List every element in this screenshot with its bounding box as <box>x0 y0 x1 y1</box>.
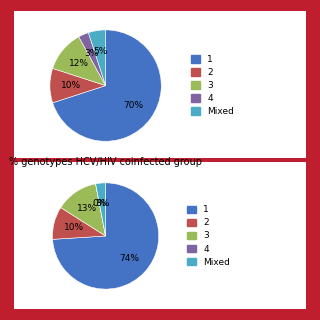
Legend: 1, 2, 3, 4, Mixed: 1, 2, 3, 4, Mixed <box>187 205 230 267</box>
Wedge shape <box>53 30 161 141</box>
Text: 3%: 3% <box>95 199 110 208</box>
Wedge shape <box>96 184 106 236</box>
Text: 70%: 70% <box>124 101 144 110</box>
Text: 74%: 74% <box>120 254 140 263</box>
Wedge shape <box>61 184 106 236</box>
Wedge shape <box>96 183 106 236</box>
Text: 12%: 12% <box>69 59 89 68</box>
Legend: 1, 2, 3, 4, Mixed: 1, 2, 3, 4, Mixed <box>191 55 234 116</box>
Text: 10%: 10% <box>64 223 84 232</box>
Text: 0%: 0% <box>92 199 107 208</box>
Text: 3%: 3% <box>85 49 99 59</box>
Text: 10%: 10% <box>61 81 81 90</box>
Wedge shape <box>79 33 106 85</box>
Wedge shape <box>53 37 106 85</box>
Wedge shape <box>88 30 106 85</box>
Wedge shape <box>50 68 106 103</box>
Title: % genotypes HCV/HIV coinfected group: % genotypes HCV/HIV coinfected group <box>9 157 202 167</box>
Text: 5%: 5% <box>93 47 108 56</box>
Wedge shape <box>52 208 106 239</box>
Text: 13%: 13% <box>77 204 97 213</box>
Wedge shape <box>52 183 159 289</box>
